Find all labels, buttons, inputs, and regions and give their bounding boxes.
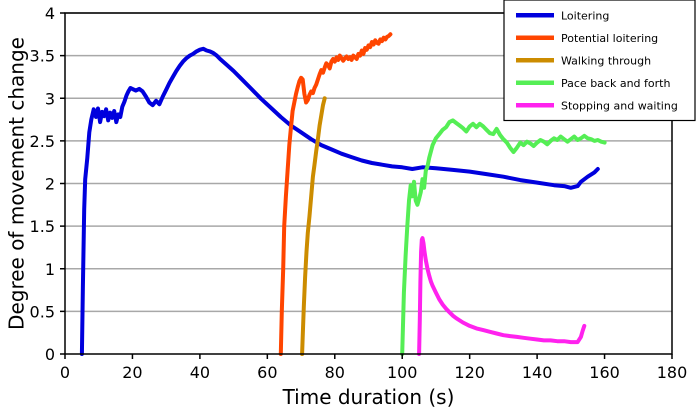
series-line-2 bbox=[278, 32, 393, 356]
x-tick-label: 180 bbox=[657, 363, 688, 382]
legend-label: Stopping and waiting bbox=[561, 99, 678, 112]
y-tick-label: 3.5 bbox=[30, 47, 55, 66]
x-tick-label: 40 bbox=[190, 363, 210, 382]
x-tick-label: 140 bbox=[522, 363, 553, 382]
x-tick-label: 60 bbox=[257, 363, 277, 382]
series-line-5 bbox=[417, 236, 587, 356]
gridlines bbox=[65, 12, 672, 313]
x-tick-label: 120 bbox=[454, 363, 485, 382]
series-line-4 bbox=[400, 118, 607, 356]
y-tick-label: 3 bbox=[45, 89, 55, 108]
y-tick-labels: 0 0.5 1 1.5 2 2.5 3 3.5 4 bbox=[30, 4, 55, 364]
legend-label: Pace back and forth bbox=[561, 77, 670, 90]
legend-label: Walking through bbox=[561, 54, 651, 67]
legend-label: Loitering bbox=[561, 9, 609, 22]
y-tick-label: 0 bbox=[45, 345, 55, 364]
y-tick-label: 1 bbox=[45, 260, 55, 279]
y-tick-label: 0.5 bbox=[30, 302, 55, 321]
legend: Loitering Potential loitering Walking thro… bbox=[503, 0, 696, 122]
y-tick-label: 2 bbox=[45, 175, 55, 194]
x-tick-label: 80 bbox=[325, 363, 345, 382]
y-axis-title: Degree of movement change bbox=[5, 37, 29, 330]
y-tick-label: 1.5 bbox=[30, 217, 55, 236]
legend-label: Potential loitering bbox=[561, 32, 658, 45]
y-tick-label: 2.5 bbox=[30, 132, 55, 151]
axes bbox=[60, 12, 673, 359]
x-tick-label: 20 bbox=[122, 363, 142, 382]
x-tick-label: 0 bbox=[60, 363, 70, 382]
series-lines bbox=[79, 32, 607, 356]
x-tick-labels: 0 20 40 60 80 100 120 140 160 180 bbox=[60, 363, 687, 382]
x-tick-label: 100 bbox=[387, 363, 418, 382]
x-tick-label: 160 bbox=[589, 363, 620, 382]
x-axis-title: Time duration (s) bbox=[282, 385, 455, 409]
y-tick-label: 4 bbox=[45, 4, 55, 23]
series-line-3 bbox=[300, 96, 327, 356]
